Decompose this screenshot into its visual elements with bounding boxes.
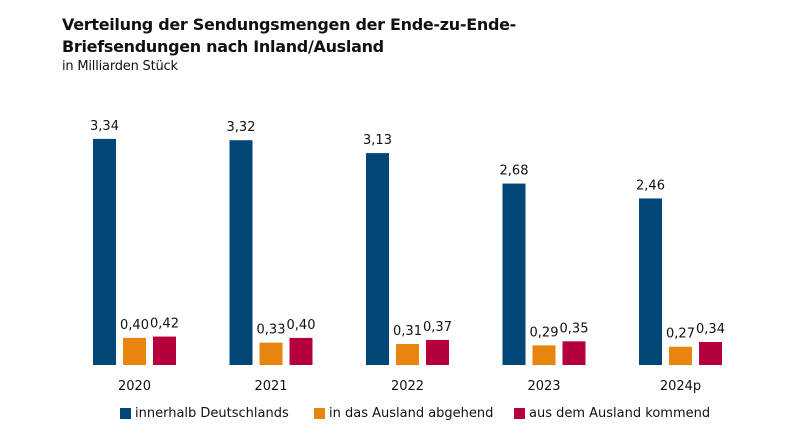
bar bbox=[229, 140, 253, 365]
x-tick-label: 2022 bbox=[391, 379, 424, 394]
data-label: 2,68 bbox=[500, 164, 529, 179]
legend-item: innerhalb Deutschlands bbox=[120, 406, 289, 421]
bar bbox=[93, 138, 116, 365]
x-tick-label: 2021 bbox=[254, 379, 287, 394]
chart-subtitle: in Milliarden Stück bbox=[62, 59, 178, 74]
data-label: 3,32 bbox=[227, 120, 256, 135]
bar bbox=[366, 153, 389, 365]
data-label: 0,29 bbox=[530, 325, 559, 340]
bar bbox=[502, 183, 526, 365]
bar bbox=[396, 344, 419, 365]
legend-label: innerhalb Deutschlands bbox=[135, 406, 289, 421]
legend-swatch bbox=[514, 408, 525, 419]
chart-title: Verteilung der Sendungsmengen der Ende-z… bbox=[62, 15, 516, 56]
data-label: 0,40 bbox=[287, 318, 316, 333]
legend-label: aus dem Ausland kommend bbox=[529, 406, 711, 421]
x-tick-label: 2024p bbox=[660, 379, 701, 394]
legend-item: aus dem Ausland kommend bbox=[514, 406, 710, 421]
bar bbox=[153, 336, 176, 365]
data-label: 0,37 bbox=[423, 320, 452, 335]
data-label: 0,27 bbox=[666, 327, 695, 342]
x-tick-label: 2020 bbox=[118, 379, 151, 394]
bar bbox=[562, 341, 586, 365]
legend-swatch bbox=[314, 408, 325, 419]
legend-label: in das Ausland abgehend bbox=[329, 406, 494, 421]
data-label: 0,31 bbox=[393, 324, 422, 339]
data-label: 0,40 bbox=[120, 318, 149, 333]
bar bbox=[699, 341, 722, 365]
bar bbox=[289, 337, 313, 365]
data-label: 3,34 bbox=[90, 119, 119, 134]
data-label: 0,33 bbox=[257, 323, 286, 338]
legend-item: in das Ausland abgehend bbox=[314, 406, 493, 421]
bar bbox=[532, 345, 556, 365]
data-label: 2,46 bbox=[636, 178, 665, 193]
x-tick-label: 2023 bbox=[527, 379, 560, 394]
bar bbox=[639, 198, 662, 365]
data-label: 3,13 bbox=[363, 133, 392, 148]
legend-swatch bbox=[120, 408, 131, 419]
bar bbox=[259, 342, 283, 365]
bar bbox=[669, 346, 692, 365]
bar bbox=[426, 339, 449, 365]
data-label: 0,42 bbox=[150, 317, 179, 332]
data-label: 0,34 bbox=[696, 322, 725, 337]
data-label: 0,35 bbox=[560, 321, 589, 336]
bar bbox=[123, 337, 146, 365]
